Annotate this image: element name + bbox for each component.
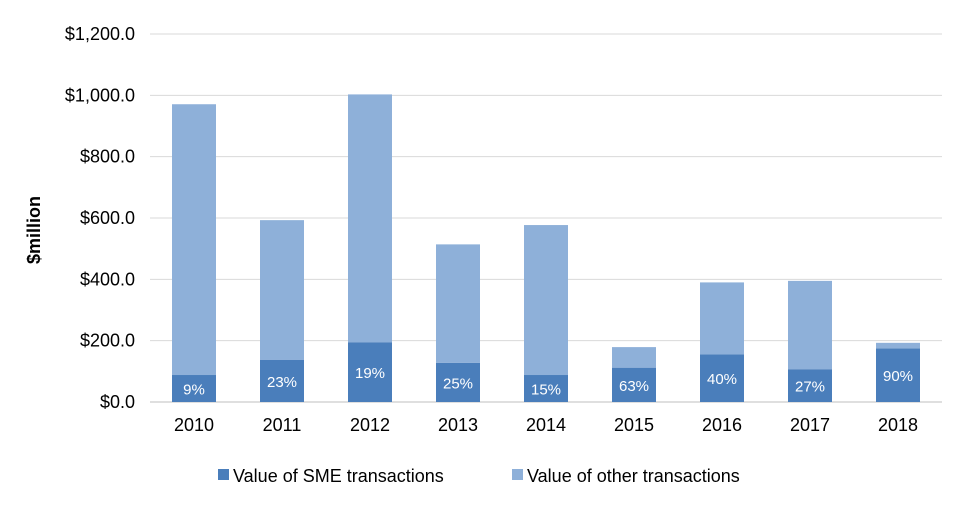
x-axis: 2010 2011 2012 2013 2014 2015 2016 2017 2018: [174, 415, 918, 435]
x-tick-label: 2011: [263, 415, 302, 435]
bar-other-2016: [700, 282, 744, 355]
y-tick-label: $400.0: [80, 269, 135, 289]
bar-sme-2015: [612, 367, 656, 402]
y-tick-label: $1,000.0: [65, 85, 135, 105]
data-labels: 9% 23% 19% 25% 15% 63% 40% 27% 90%: [183, 365, 913, 398]
data-label-2012: 19%: [355, 365, 385, 382]
data-label-2013: 25%: [443, 375, 473, 392]
legend-label-other: Value of other transactions: [527, 466, 740, 486]
data-label-2015: 63%: [619, 378, 649, 395]
bar-sme-2013: [436, 362, 480, 402]
data-label-2016: 40%: [707, 371, 737, 388]
x-tick-label: 2018: [878, 415, 918, 435]
bar-sme-2010: [172, 375, 216, 402]
bar-sme-2016: [700, 354, 744, 402]
legend-label-sme: Value of SME transactions: [233, 466, 444, 486]
bar-other-2013: [436, 244, 480, 363]
y-tick-label: $200.0: [80, 331, 135, 351]
x-tick-label: 2016: [702, 415, 742, 435]
y-tick-label: $1,200.0: [65, 24, 135, 44]
bar-sme-2014: [524, 375, 568, 402]
legend-swatch-other: [512, 469, 523, 480]
y-tick-label: $0.0: [100, 392, 135, 412]
bar-other-2018: [876, 342, 920, 349]
x-tick-label: 2017: [790, 415, 830, 435]
bar-sme-2011: [260, 359, 304, 402]
bar-other-2015: [612, 347, 656, 368]
x-tick-label: 2012: [350, 415, 390, 435]
legend-swatch-sme: [218, 469, 229, 480]
data-label-2017: 27%: [795, 379, 825, 396]
y-axis: $0.0 $200.0 $400.0 $600.0 $800.0 $1,000.0 $1,2…: [65, 24, 135, 412]
bar-other-2017: [788, 280, 832, 370]
data-label-2018: 90%: [883, 368, 913, 385]
x-tick-label: 2015: [614, 415, 654, 435]
data-label-2011: 23%: [267, 374, 297, 391]
bar-other-2011: [260, 220, 304, 360]
x-tick-label: 2013: [438, 415, 478, 435]
bar-other-2014: [524, 225, 568, 376]
bar-sme-2012: [348, 342, 392, 402]
legend: Value of SME transactions Value of other …: [218, 466, 740, 486]
bar-sme-2017: [788, 369, 832, 402]
y-axis-title: $million: [24, 196, 44, 264]
x-tick-label: 2014: [526, 415, 566, 435]
bar-other-2012: [348, 94, 392, 343]
bar-sme-2018: [876, 348, 920, 402]
bar-other-2010: [172, 104, 216, 376]
data-label-2010: 9%: [183, 382, 205, 399]
x-tick-label: 2010: [174, 415, 214, 435]
y-tick-label: $800.0: [80, 147, 135, 167]
y-tick-label: $600.0: [80, 208, 135, 228]
data-label-2014: 15%: [531, 382, 561, 399]
bars: [172, 94, 920, 402]
